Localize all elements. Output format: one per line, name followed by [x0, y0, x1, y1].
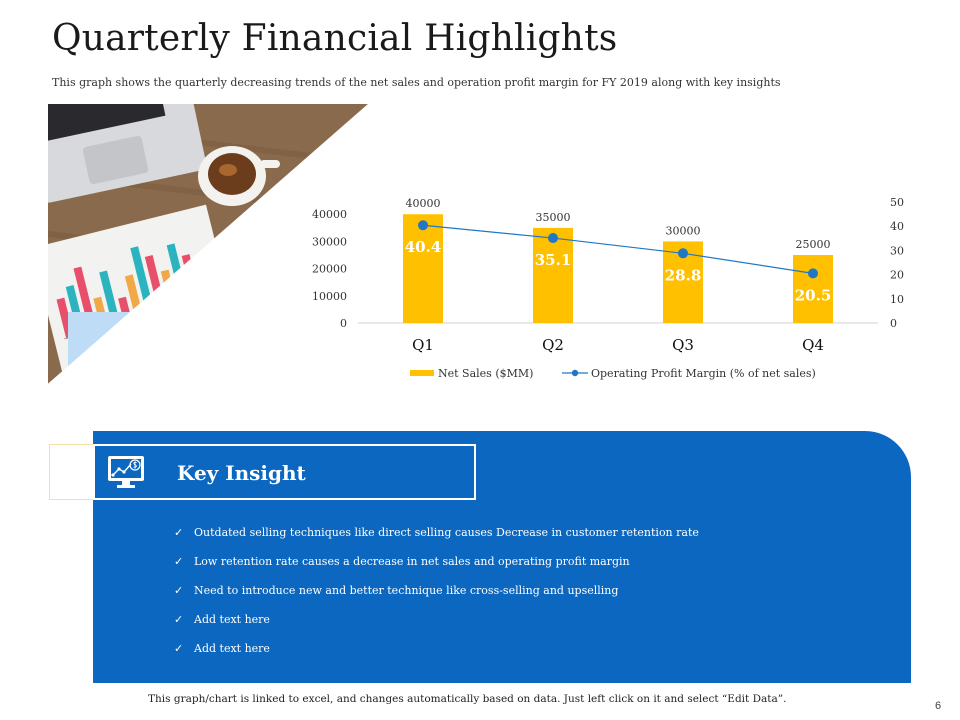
- checkmark-icon: ✓: [174, 613, 184, 626]
- checkmark-icon: ✓: [174, 526, 184, 539]
- checkmark-icon: ✓: [174, 555, 184, 568]
- left-axis-tick-label: 10000: [312, 290, 347, 303]
- bar-net-sales: [403, 214, 443, 323]
- margin-point: [808, 268, 818, 279]
- key-insight-title: Key Insight: [177, 461, 306, 485]
- legend-line-marker: [571, 369, 579, 377]
- x-axis-category-label: Q4: [802, 336, 824, 354]
- page-subtitle: This graph shows the quarterly decreasin…: [52, 76, 781, 89]
- left-axis-tick-label: 40000: [312, 208, 347, 221]
- right-axis-tick-label: 10: [890, 293, 904, 306]
- left-axis-tick-label: 0: [340, 317, 347, 330]
- margin-point: [418, 220, 428, 231]
- margin-data-label: 20.5: [795, 286, 832, 304]
- page-number: 6: [935, 700, 942, 712]
- monitor-dollar-chart-icon: [108, 456, 144, 488]
- left-axis-tick-label: 30000: [312, 235, 347, 248]
- checkmark-icon: ✓: [174, 584, 184, 597]
- right-axis-tick-label: 50: [890, 196, 904, 209]
- bar-net-sales: [533, 227, 573, 323]
- right-axis-tick-label: 30: [890, 244, 904, 257]
- bar-data-label: 30000: [666, 224, 701, 237]
- insight-bullet: ✓ Outdated selling techniques like direct…: [174, 522, 699, 551]
- bar-data-label: 25000: [796, 238, 831, 251]
- checkmark-icon: ✓: [174, 642, 184, 655]
- margin-data-label: 28.8: [665, 266, 702, 284]
- right-axis-tick-label: 0: [890, 317, 897, 330]
- sales-margin-chart: 0 10000 20000 30000 40000 0 10 20 30 40 50 40000 3…: [312, 196, 904, 380]
- x-axis-category-label: Q2: [542, 336, 564, 354]
- right-axis-tick-label: 20: [890, 269, 904, 282]
- footer-note: This graph/chart is linked to excel, and…: [148, 693, 787, 705]
- light-blue-block: [68, 312, 148, 382]
- margin-data-label: 35.1: [535, 251, 572, 269]
- key-insight-header: Key Insight: [93, 444, 476, 500]
- legend-bar-swatch: [410, 370, 434, 376]
- insight-bullet: ✓ Add text here: [174, 638, 699, 667]
- margin-point: [548, 233, 558, 244]
- left-axis-tick-label: 20000: [312, 263, 347, 276]
- x-axis-category-label: Q3: [672, 336, 694, 354]
- coffee-cup-image: [198, 146, 280, 206]
- insight-bullet: ✓ Low retention rate causes a decrease in…: [174, 551, 699, 580]
- legend-net-sales-label: Net Sales ($MM): [438, 367, 533, 380]
- insight-bullet: ✓ Need to introduce new and better techni…: [174, 580, 699, 609]
- insight-bullet-list: ✓ Outdated selling techniques like direct…: [174, 522, 699, 667]
- page-title: Quarterly Financial Highlights: [52, 18, 618, 59]
- bar-data-label: 40000: [406, 197, 441, 210]
- margin-point: [678, 248, 688, 259]
- legend-margin-label: Operating Profit Margin (% of net sales): [591, 367, 816, 380]
- bar-net-sales: [793, 255, 833, 323]
- desk-photo: [48, 104, 377, 389]
- right-axis-tick-label: 40: [890, 220, 904, 233]
- bar-data-label: 35000: [536, 211, 571, 224]
- insight-bullet: ✓ Add text here: [174, 609, 699, 638]
- margin-data-label: 40.4: [405, 238, 442, 256]
- laptop-image: [48, 104, 206, 203]
- margin-line: [422, 224, 814, 274]
- x-axis-category-label: Q1: [412, 336, 434, 354]
